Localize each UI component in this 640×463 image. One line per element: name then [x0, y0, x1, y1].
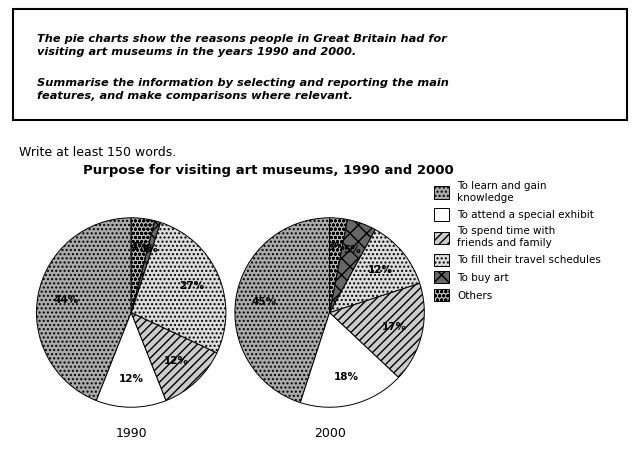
Wedge shape [131, 218, 155, 313]
Text: Purpose for visiting art museums, 1990 and 2000: Purpose for visiting art museums, 1990 a… [83, 164, 454, 177]
Wedge shape [131, 221, 161, 313]
Text: 12%: 12% [118, 374, 144, 384]
Wedge shape [36, 218, 131, 400]
Text: 4%: 4% [131, 242, 148, 252]
Text: 12%: 12% [368, 265, 393, 275]
Text: Summarise the information by selecting and reporting the main
features, and make: Summarise the information by selecting a… [37, 78, 449, 101]
Text: The pie charts show the reasons people in Great Britain had for
visiting art mus: The pie charts show the reasons people i… [37, 34, 447, 57]
Text: 1%: 1% [141, 244, 159, 254]
Text: 17%: 17% [381, 322, 407, 332]
Legend: To learn and gain
knowledge, To attend a special exhibit, To spend time with
fri: To learn and gain knowledge, To attend a… [434, 181, 601, 301]
Wedge shape [235, 218, 330, 403]
Text: 27%: 27% [179, 281, 205, 291]
Wedge shape [131, 222, 226, 353]
Wedge shape [131, 313, 217, 400]
Wedge shape [330, 219, 375, 313]
Title: 1990: 1990 [115, 427, 147, 440]
Text: 12%: 12% [164, 356, 189, 366]
FancyBboxPatch shape [13, 9, 627, 120]
Text: 3%: 3% [327, 242, 345, 251]
Text: 45%: 45% [252, 297, 276, 307]
Wedge shape [330, 230, 420, 313]
Text: 44%: 44% [54, 295, 79, 305]
Wedge shape [97, 313, 166, 407]
Wedge shape [330, 218, 348, 313]
Wedge shape [300, 313, 399, 407]
Title: 2000: 2000 [314, 427, 346, 440]
Text: 5%: 5% [343, 245, 361, 255]
Text: Write at least 150 words.: Write at least 150 words. [19, 146, 177, 159]
Text: 18%: 18% [333, 372, 358, 382]
Wedge shape [330, 283, 424, 377]
